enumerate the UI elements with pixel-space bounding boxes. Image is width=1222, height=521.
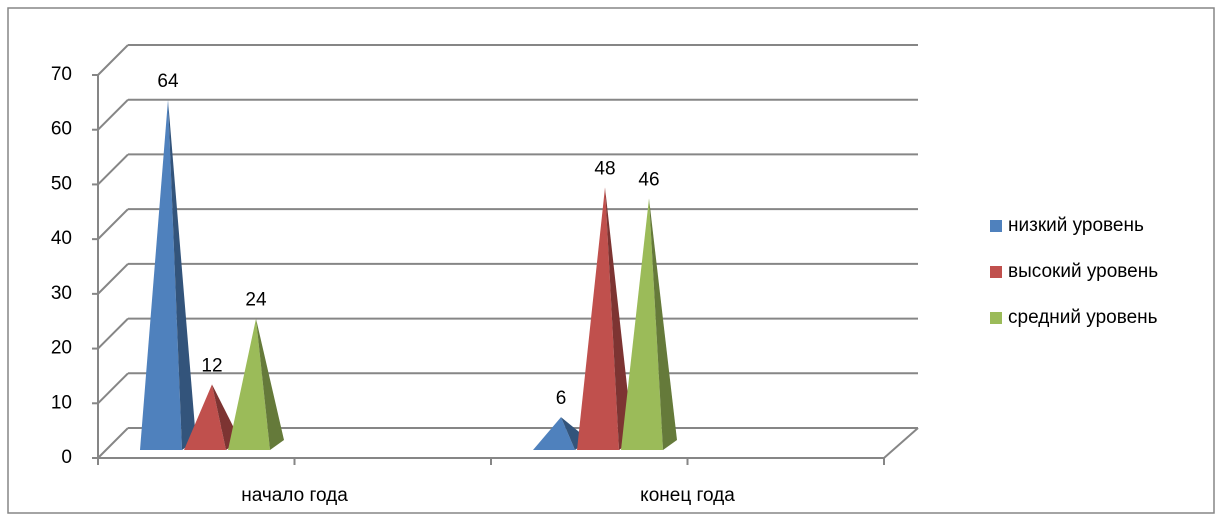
pyramid <box>621 198 677 450</box>
legend-label: низкий уровень <box>1008 215 1144 236</box>
pyramid-face <box>605 187 633 450</box>
grid-line <box>97 263 129 295</box>
floor-right <box>883 427 919 459</box>
y-tick-label: 10 <box>51 392 72 413</box>
y-tick-label: 20 <box>51 338 72 359</box>
data-label: 6 <box>556 388 567 409</box>
data-label: 64 <box>157 71 179 92</box>
data-label: 12 <box>201 355 222 376</box>
pyramid-face <box>533 417 575 450</box>
y-tick-label: 60 <box>51 119 72 140</box>
grid-line <box>97 153 129 186</box>
pyramid-face <box>649 198 677 450</box>
legend-swatch <box>990 312 1002 324</box>
grid-line <box>97 317 129 350</box>
grid-line <box>97 372 129 404</box>
pyramid <box>228 318 284 450</box>
x-tick-label: конец года <box>640 485 735 506</box>
y-tick-label: 50 <box>51 173 72 194</box>
pyramid <box>140 99 196 450</box>
pyramid <box>577 187 633 450</box>
data-label: 24 <box>245 290 267 311</box>
pyramid-face <box>256 318 284 450</box>
data-label: 46 <box>638 169 659 190</box>
grid-line <box>97 44 129 76</box>
y-tick-label: 30 <box>51 283 72 304</box>
y-tick-label: 0 <box>61 447 72 468</box>
grid-line <box>97 427 129 459</box>
pyramid-face <box>140 99 182 450</box>
grid-line <box>97 208 129 240</box>
y-tick-label: 70 <box>51 64 72 85</box>
x-tick-label: начало года <box>241 485 348 506</box>
y-tick-label: 40 <box>51 228 72 249</box>
legend-label: высокий уровень <box>1008 261 1158 282</box>
pyramid-face <box>228 318 270 450</box>
grid-line <box>97 99 129 131</box>
legend-swatch <box>990 220 1002 232</box>
pyramid-face <box>184 384 226 450</box>
legend-swatch <box>990 266 1002 278</box>
pyramid-face <box>168 99 196 450</box>
legend-label: средний уровень <box>1008 307 1158 328</box>
data-label: 48 <box>594 158 615 179</box>
